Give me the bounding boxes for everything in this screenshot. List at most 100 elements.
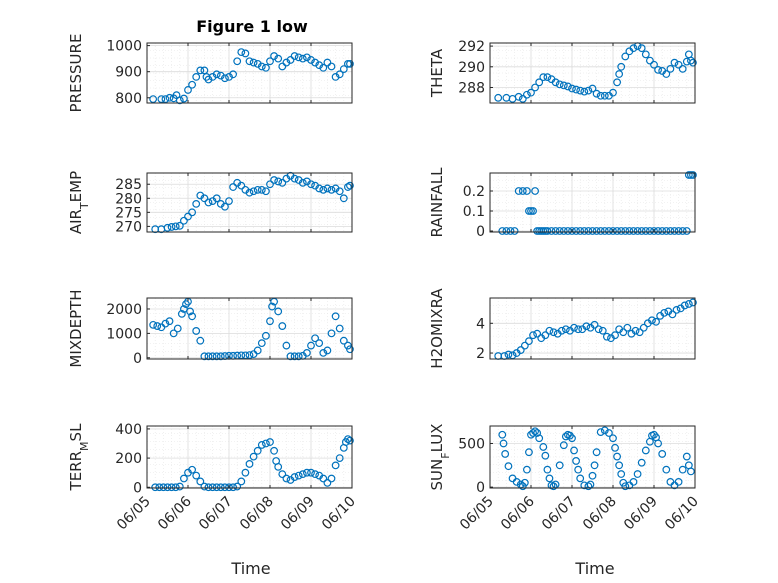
- sun_flux-data-point: [572, 457, 580, 465]
- sun_flux-data-point: [555, 461, 564, 470]
- sun_flux-data-point: [590, 461, 599, 470]
- theta-data-point: [551, 78, 560, 87]
- pressure-axes-box: [146, 42, 353, 104]
- pressure-data-point: [331, 73, 340, 81]
- terr_msl-data-point: [331, 461, 340, 470]
- sun_flux-xtick-label: 06/09: [621, 494, 661, 534]
- sun_flux-data-point: [654, 439, 662, 448]
- h2omixra-data-point: [602, 332, 611, 341]
- terr_msl-data-point: [167, 483, 176, 492]
- terr_msl-data-point: [233, 482, 242, 491]
- terr_msl-data-point: [323, 478, 332, 487]
- rainfall-data-point: [625, 227, 634, 235]
- terr_msl-data-point: [262, 439, 270, 448]
- mixdepth-data-point: [311, 334, 320, 343]
- mixdepth-axes-box: [146, 297, 353, 360]
- theta-data-point: [674, 60, 683, 69]
- h2omixra-ytick-label: 4: [476, 316, 485, 332]
- theta-data-point: [650, 60, 658, 69]
- pressure-data-point: [327, 62, 336, 71]
- mixdepth-data-point: [331, 312, 340, 321]
- theta-data-point: [518, 94, 527, 103]
- sun_flux-data-point: [637, 458, 646, 467]
- h2omixra-data-point: [623, 323, 632, 332]
- h2omixra-data-point: [594, 325, 603, 334]
- sun_flux-axes-box: [489, 425, 696, 489]
- pressure-data-point: [294, 53, 303, 62]
- x-axis-label-left: Time: [230, 559, 270, 578]
- sun_flux-xtick-label: 06/07: [539, 494, 579, 534]
- rainfall-data-point: [650, 227, 658, 235]
- theta-data-point: [666, 64, 675, 73]
- sun_flux-data-point: [600, 426, 609, 435]
- theta-data-point: [568, 84, 576, 93]
- air_temp-data-point: [212, 194, 221, 203]
- theta-data-point: [576, 86, 585, 95]
- sun_flux-data-point: [498, 430, 507, 439]
- theta-data-point: [609, 88, 617, 97]
- pressure-data-point: [311, 58, 320, 67]
- theta-data-point: [555, 80, 564, 89]
- mixdepth-data-point: [307, 341, 315, 350]
- rainfall-data-point: [498, 227, 507, 235]
- sun_flux-data-point: [570, 446, 578, 455]
- theta-data-point: [596, 91, 605, 100]
- pressure-data-point: [208, 73, 217, 81]
- terr_msl-data-point: [278, 470, 287, 479]
- pressure-data-point: [196, 66, 205, 75]
- theta-data-point: [678, 64, 687, 73]
- h2omixra-ytick-label: 2: [476, 346, 485, 362]
- rainfall-data-point: [564, 227, 572, 235]
- pressure-data-point: [204, 75, 213, 84]
- theta-data-point: [646, 56, 654, 65]
- mixdepth-data-point: [169, 329, 178, 338]
- pressure-data-point: [307, 56, 315, 64]
- terr_msl-data-point: [208, 483, 217, 492]
- terr_msl-data-point: [220, 483, 229, 492]
- theta-axes-box: [489, 42, 696, 104]
- sun_flux-xtick-label: 06/10: [662, 494, 702, 534]
- terr_msl-data-point: [151, 483, 160, 492]
- h2omixra-data-point: [582, 322, 591, 331]
- mixdepth-data-point: [315, 339, 324, 348]
- terr_msl-data-point: [179, 474, 188, 483]
- sun_flux-data-point: [549, 482, 558, 491]
- h2omixra-data-point: [557, 326, 566, 335]
- rainfall-data-point: [596, 227, 605, 235]
- sun_flux-data-point: [529, 429, 537, 437]
- rainfall-data-point: [682, 227, 691, 235]
- air_temp-data-point: [229, 183, 238, 191]
- terr_msl-data-point: [327, 474, 336, 483]
- mixdepth-ytick-label: 2000: [106, 302, 142, 318]
- terr_msl-data-point: [175, 482, 184, 491]
- h2omixra-data-point: [639, 323, 648, 332]
- theta-data-point: [654, 65, 662, 74]
- pressure-ytick-label: 800: [115, 91, 142, 107]
- h2omixra-data-point: [680, 301, 689, 310]
- air_temp-data-point: [270, 176, 279, 184]
- terr_msl-xtick-label: 06/06: [155, 493, 195, 533]
- rainfall-data-point: [646, 227, 654, 235]
- rainfall-data-point: [547, 227, 556, 235]
- h2omixra-data-point: [590, 320, 599, 329]
- air_temp-y-axis-label: AIRTEMP: [67, 171, 91, 234]
- pressure-data-point: [286, 56, 295, 64]
- air_temp-data-point: [319, 185, 328, 194]
- air_temp-data-point: [298, 178, 307, 187]
- terr_msl-data-point: [245, 460, 254, 468]
- mixdepth-data-point: [204, 352, 213, 361]
- pressure-data-point: [157, 95, 166, 103]
- terr_msl-ytick-label: 200: [115, 451, 142, 467]
- air_temp-data-point: [220, 202, 229, 211]
- pressure-data-point: [278, 62, 287, 71]
- terr_msl-xtick-label: 06/08: [237, 494, 277, 534]
- pressure-ytick-label: 900: [115, 65, 142, 81]
- theta-data-point: [527, 88, 535, 97]
- terr_msl-data-point: [294, 471, 303, 480]
- rainfall-data-point: [592, 227, 601, 235]
- terr_msl-data-point: [282, 474, 291, 483]
- air_temp-data-point: [335, 187, 344, 196]
- h2omixra-data-point: [652, 317, 660, 326]
- pressure-data-point: [192, 73, 201, 81]
- terr_msl-data-point: [319, 474, 328, 483]
